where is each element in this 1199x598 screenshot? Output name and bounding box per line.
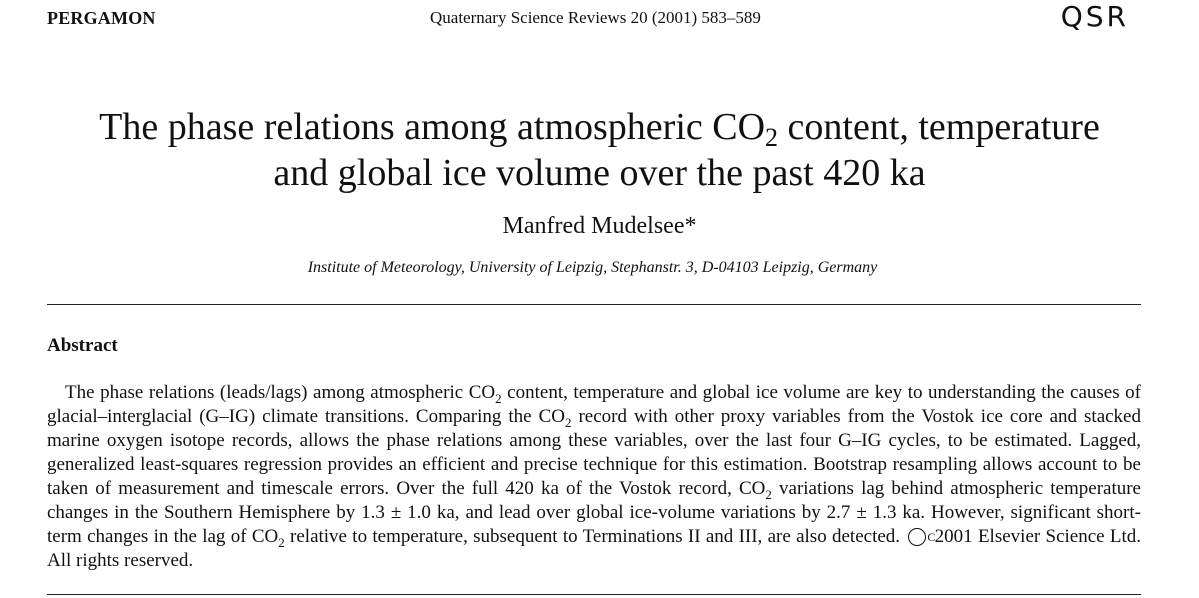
abstract-heading: Abstract — [47, 335, 118, 356]
journal-citation: Quaternary Science Reviews 20 (2001) 583… — [430, 8, 761, 27]
journal-logo: QSR — [1060, 0, 1129, 33]
top-divider — [47, 304, 1141, 305]
title-line2: and global ice volume over the past 420 … — [273, 152, 926, 194]
abstract-part3: record with other proxy variables from t… — [47, 406, 1141, 499]
title-subscript: 2 — [765, 123, 779, 152]
abstract-part4: variations lag behind atmospheric temper… — [47, 478, 1141, 547]
abstract-text: The phase relations (leads/lags) among a… — [47, 381, 1141, 573]
abstract-part1: The phase relations (leads/lags) among a… — [65, 382, 496, 403]
abstract-part2: content, temperature and global ice volu… — [47, 382, 1142, 427]
abstract-sub3: 2 — [765, 487, 772, 502]
author-name: Manfred Mudelsee* — [502, 213, 697, 239]
title-line1-part1: The phase relations among atmospheric CO — [99, 106, 766, 148]
abstract-part5: relative to temperature, subsequent to T… — [284, 526, 901, 547]
copyright-icon: C — [908, 528, 935, 546]
bottom-divider — [47, 594, 1141, 595]
author-affiliation: Institute of Meteorology, University of … — [307, 259, 878, 276]
abstract-sub2: 2 — [564, 415, 572, 430]
copyright-text: 2001 Elsevier Science Ltd. All rights re… — [47, 526, 1142, 571]
paper-title: The phase relations among atmospheric CO… — [0, 104, 1199, 196]
title-line1-part2: content, temperature — [778, 106, 1100, 148]
abstract-sub1: 2 — [495, 391, 502, 406]
publisher-name: PERGAMON — [47, 8, 156, 28]
abstract-sub4: 2 — [278, 535, 285, 550]
